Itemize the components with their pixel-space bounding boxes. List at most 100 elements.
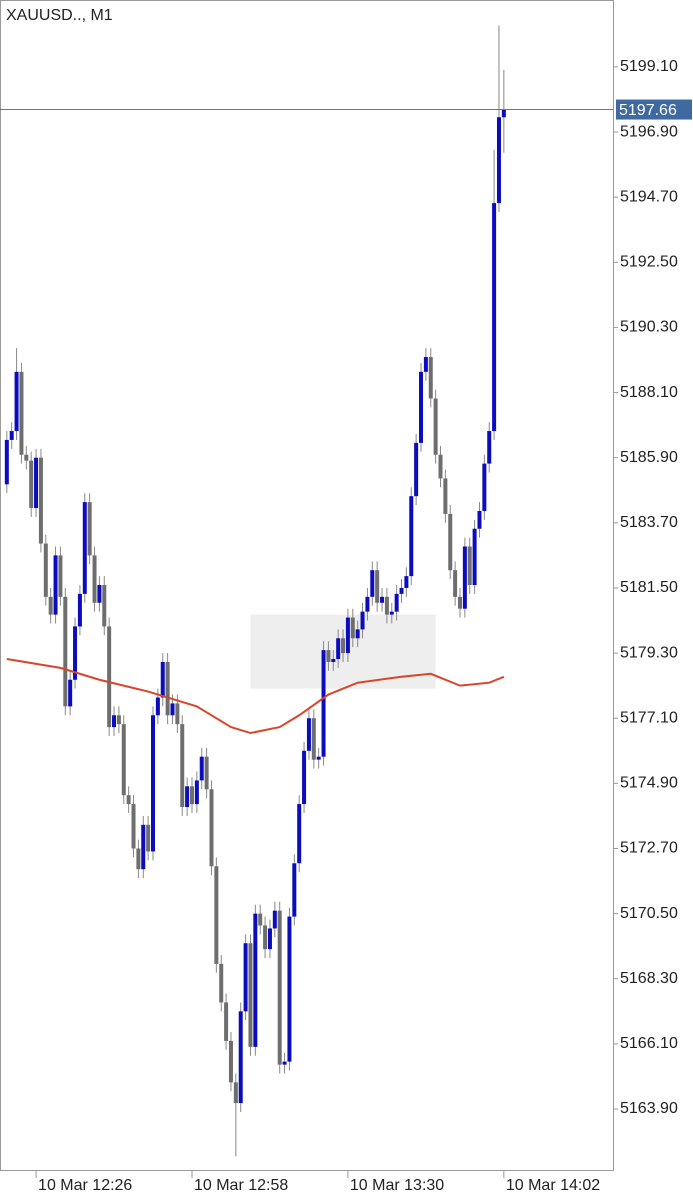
y-tick-label: 5172.70 bbox=[620, 840, 678, 857]
candle-body bbox=[151, 715, 156, 852]
candle-body bbox=[34, 457, 39, 509]
candle-body bbox=[131, 804, 136, 849]
candle-body bbox=[38, 457, 43, 544]
candle-body bbox=[423, 357, 428, 372]
candle-body bbox=[355, 629, 360, 639]
y-tick-label: 5177.10 bbox=[620, 709, 678, 726]
candle-body bbox=[331, 659, 336, 662]
candle-body bbox=[467, 546, 472, 585]
candle-body bbox=[170, 703, 175, 716]
candle-body bbox=[92, 555, 97, 603]
candle-body bbox=[253, 913, 258, 1047]
candle-body bbox=[107, 626, 112, 728]
candle-body bbox=[165, 661, 170, 716]
candle-body bbox=[155, 697, 160, 716]
y-tick-label: 5179.30 bbox=[620, 644, 678, 661]
candle-body bbox=[141, 824, 146, 870]
candle-body bbox=[29, 460, 34, 509]
candle-body bbox=[453, 570, 458, 597]
candle-body bbox=[180, 724, 185, 808]
candle-body bbox=[194, 780, 199, 805]
candle-body bbox=[316, 756, 321, 760]
y-tick-label: 5196.90 bbox=[620, 123, 678, 140]
y-tick-label: 5181.50 bbox=[620, 579, 678, 596]
candle-body bbox=[4, 439, 9, 485]
candle-body bbox=[228, 1040, 233, 1083]
candle-body bbox=[136, 848, 141, 870]
y-tick-label: 5185.90 bbox=[620, 449, 678, 466]
y-tick-label: 5183.70 bbox=[620, 514, 678, 531]
x-tick-label: 10 Mar 12:26 bbox=[38, 1177, 132, 1194]
candle-body bbox=[414, 442, 419, 497]
candle-body bbox=[112, 715, 117, 728]
candle-body bbox=[209, 789, 214, 867]
candle-body bbox=[14, 371, 19, 432]
candle-body bbox=[263, 925, 268, 950]
candle-body bbox=[419, 371, 424, 443]
candle-body bbox=[258, 913, 263, 926]
candle-body bbox=[63, 596, 68, 707]
candle-body bbox=[204, 756, 209, 790]
candle-body bbox=[443, 478, 448, 514]
candle-body bbox=[219, 963, 224, 1003]
last-price-box bbox=[616, 99, 692, 120]
candle-body bbox=[160, 661, 165, 698]
candle-body bbox=[199, 756, 204, 781]
candle-body bbox=[501, 109, 506, 118]
candle-body bbox=[297, 804, 302, 864]
candle-body bbox=[306, 718, 311, 751]
candle-body bbox=[175, 703, 180, 725]
candle-body bbox=[457, 596, 462, 609]
candle-body bbox=[272, 910, 277, 929]
candle-body bbox=[477, 510, 482, 529]
candle-body bbox=[482, 463, 487, 511]
y-tick-label: 5166.10 bbox=[620, 1035, 678, 1052]
candle-body bbox=[292, 863, 297, 917]
candle-body bbox=[448, 513, 453, 571]
plot-frame bbox=[0, 0, 614, 1171]
y-tick-label: 5170.50 bbox=[620, 905, 678, 922]
candle-body bbox=[311, 718, 316, 760]
candle-body bbox=[43, 543, 48, 597]
candle-body bbox=[438, 454, 443, 479]
candle-body bbox=[233, 1082, 238, 1104]
y-tick-label: 5190.30 bbox=[620, 319, 678, 336]
candle-body bbox=[68, 679, 73, 707]
candle-body bbox=[224, 1002, 229, 1041]
y-tick-label: 5168.30 bbox=[620, 970, 678, 987]
candle-body bbox=[399, 587, 404, 594]
candle-body bbox=[336, 638, 341, 660]
candle-body bbox=[409, 496, 414, 577]
candle-body bbox=[492, 203, 497, 432]
last-price-label: 5197.66 bbox=[619, 102, 677, 119]
candle-body bbox=[77, 593, 82, 627]
candle-body bbox=[360, 611, 365, 630]
candle-body bbox=[321, 650, 326, 757]
candle-body bbox=[214, 866, 219, 964]
candle-body bbox=[277, 910, 282, 1065]
candle-body bbox=[116, 715, 121, 725]
candle-body bbox=[384, 596, 389, 615]
candle-body bbox=[472, 528, 477, 585]
y-tick-label: 5192.50 bbox=[620, 254, 678, 271]
x-tick-label: 10 Mar 12:58 bbox=[194, 1177, 288, 1194]
candle-body bbox=[121, 724, 126, 796]
y-tick-label: 5174.90 bbox=[620, 775, 678, 792]
x-tick-label: 10 Mar 13:30 bbox=[350, 1177, 444, 1194]
chart-title: XAUUSD.., M1 bbox=[6, 7, 113, 24]
candle-body bbox=[462, 546, 467, 609]
candle-body bbox=[326, 650, 331, 662]
candle-body bbox=[102, 585, 107, 627]
candle-body bbox=[97, 585, 102, 603]
candle-body bbox=[404, 576, 409, 588]
candle-body bbox=[394, 593, 399, 612]
y-tick-label: 5163.90 bbox=[620, 1100, 678, 1117]
moving-average bbox=[6, 658, 505, 735]
candle-body bbox=[375, 570, 380, 603]
candle-body bbox=[487, 431, 492, 464]
candle-body bbox=[243, 943, 248, 1012]
candle-body bbox=[53, 555, 58, 615]
candle-body bbox=[267, 928, 272, 950]
